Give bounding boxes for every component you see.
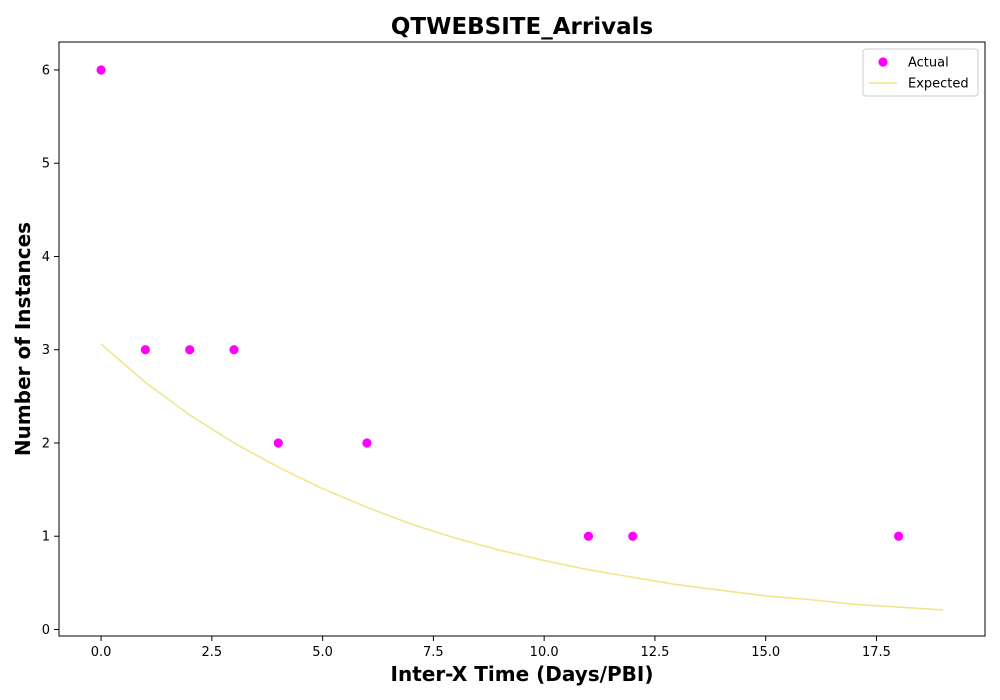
- y-tick-label: 1: [42, 530, 50, 545]
- legend-label: Actual: [908, 56, 949, 71]
- y-tick-label: 3: [42, 343, 50, 358]
- actual-point: [185, 345, 195, 355]
- legend-marker-actual: [878, 57, 888, 67]
- legend-box: [862, 48, 979, 97]
- actual-point: [140, 345, 150, 355]
- actual-point: [362, 438, 372, 448]
- actual-point: [96, 65, 106, 75]
- y-tick-label: 2: [42, 436, 50, 451]
- x-tick-label: 12.5: [640, 645, 669, 660]
- actual-point: [628, 531, 638, 541]
- y-tick-label: 6: [42, 63, 50, 78]
- y-axis-title: Number of Instances: [11, 222, 35, 456]
- chart-title: QTWEBSITE_Arrivals: [391, 14, 653, 40]
- x-tick-label: 0.0: [91, 645, 112, 660]
- legend: Actual Expected: [862, 48, 979, 97]
- x-tick-label: 7.5: [423, 645, 444, 660]
- expected-line: [100, 343, 943, 611]
- x-tick-label: 2.5: [202, 645, 223, 660]
- plot-frame: [58, 41, 986, 637]
- legend-label: Expected: [908, 77, 969, 92]
- actual-point: [229, 345, 239, 355]
- y-tick-label: 4: [42, 250, 50, 265]
- x-tick-label: 15.0: [751, 645, 780, 660]
- actual-point: [583, 531, 594, 541]
- actual-point: [894, 531, 904, 541]
- plot-area: 0.0 2.5 5.0 7.5 10.0 12.5 15.0 17.5 0 1 2 3 4 5 6: [42, 41, 986, 660]
- y-tick-label: 0: [42, 623, 50, 638]
- y-tick-label: 5: [42, 157, 50, 172]
- actual-point: [273, 438, 283, 448]
- x-tick-label: 17.5: [862, 645, 891, 660]
- x-axis-title: Inter-X Time (Days/PBI): [391, 662, 654, 686]
- x-tick-label: 5.0: [312, 645, 333, 660]
- x-tick-label: 10.0: [530, 645, 559, 660]
